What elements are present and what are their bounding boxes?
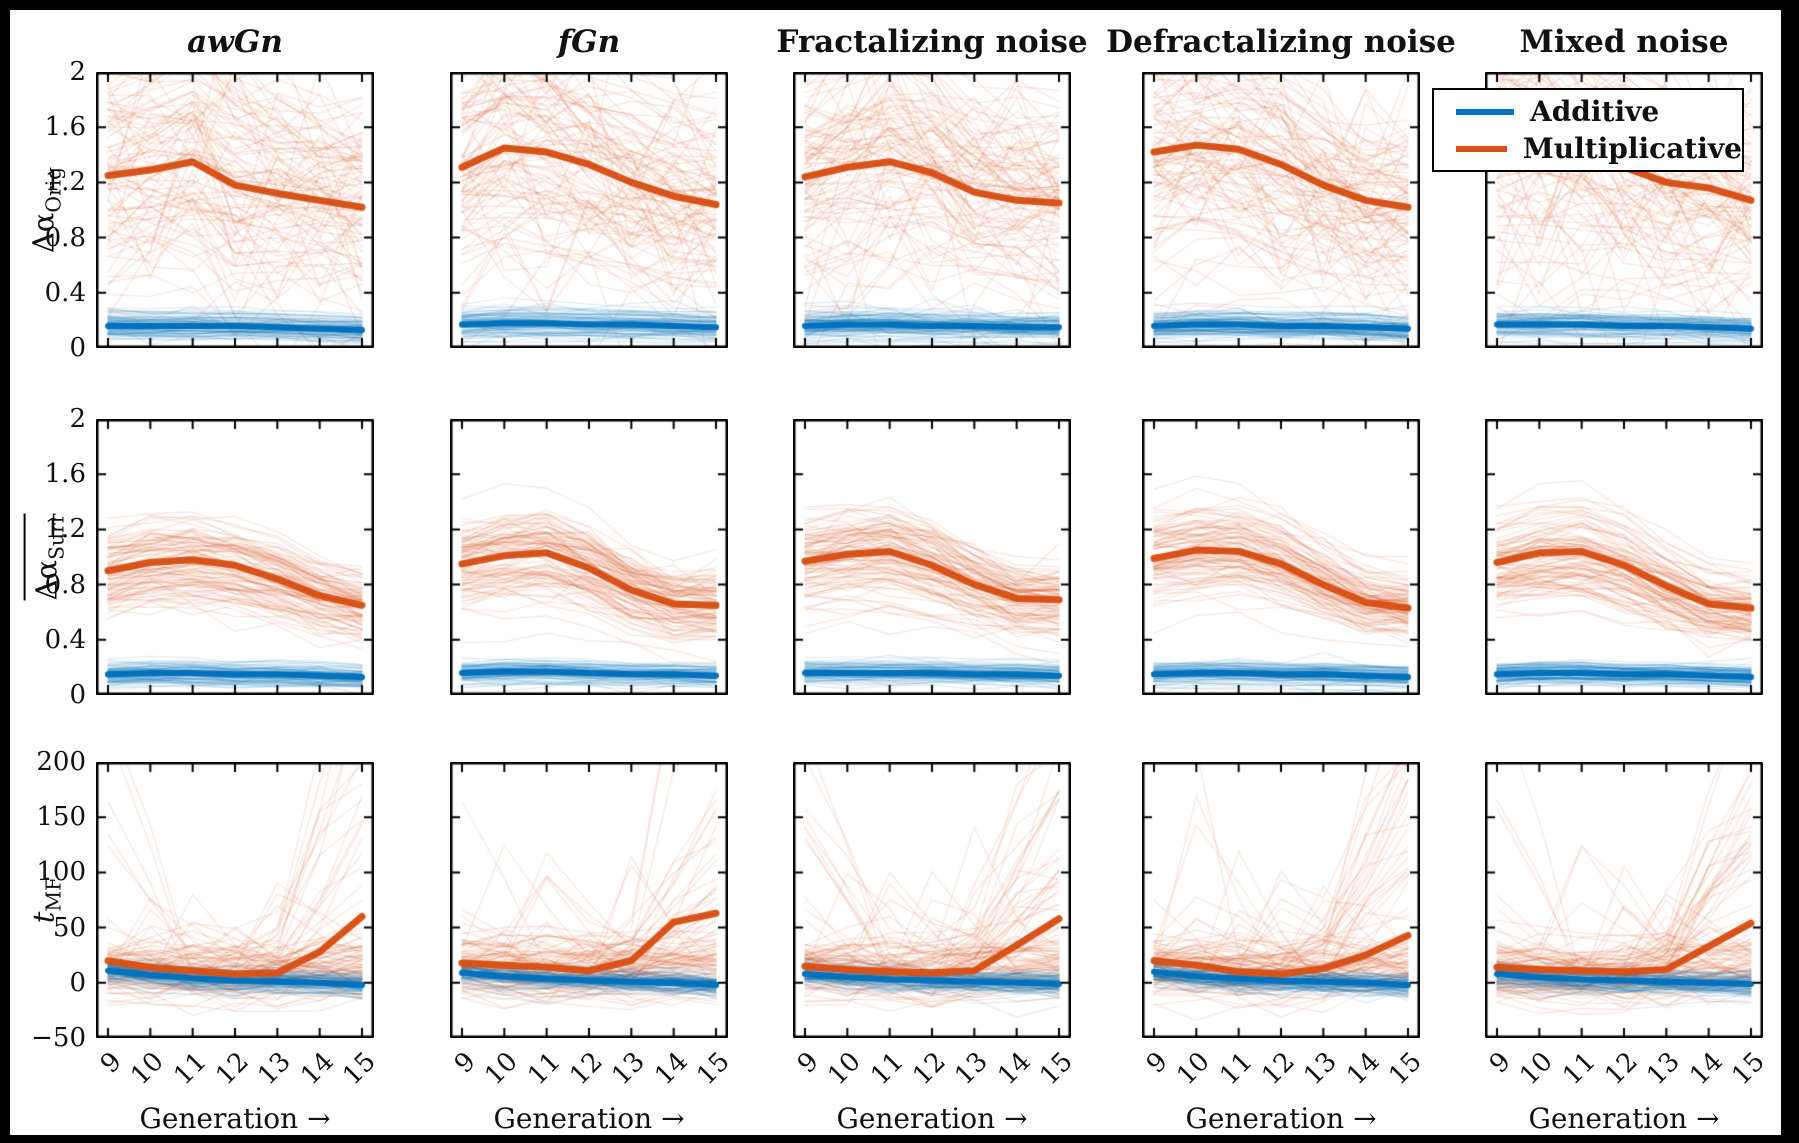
y-tick-label: 0.8 — [44, 222, 86, 253]
y-tick-label: 100 — [36, 857, 86, 888]
legend-entry-multiplicative: Multiplicative — [1456, 131, 1742, 165]
y-tick-label: 200 — [36, 747, 86, 777]
legend-label-multiplicative: Multiplicative — [1522, 131, 1742, 165]
row-ylabel-subscript: Orig — [41, 166, 66, 213]
y-tick-label: 0.4 — [44, 277, 86, 308]
x-axis-label: Generation → — [1185, 1102, 1377, 1135]
row-ylabel-subscript: MF — [41, 876, 66, 912]
plot-canvas-dAlphaSurr-col5 — [1485, 419, 1763, 695]
plot-canvas-dAlphaOrig-col4 — [1142, 72, 1420, 348]
plot-canvas-dAlphaSurr-col3 — [793, 419, 1071, 695]
subplot-tMF-col5 — [1485, 762, 1763, 1038]
plot-canvas-tMF-col4 — [1142, 762, 1420, 1038]
y-tick-label: 0 — [69, 967, 86, 998]
figure-panel: Additive Multiplicative awGn fGn Fractaliz… — [10, 10, 1781, 1135]
subplot-dAlphaOrig-col3 — [793, 72, 1071, 348]
y-tick-label: 1.6 — [44, 112, 86, 143]
subplot-tMF-col1 — [96, 762, 374, 1038]
row-ylabel-subscript: Surr — [44, 513, 69, 560]
column-title-2: fGn — [557, 24, 621, 60]
column-title-5: Mixed noise — [1519, 24, 1729, 60]
y-tick-label: −50 — [31, 1023, 86, 1053]
legend: Additive Multiplicative — [1432, 88, 1744, 172]
legend-entry-additive: Additive — [1456, 94, 1742, 128]
plot-canvas-dAlphaSurr-col2 — [450, 419, 728, 695]
legend-label-additive: Additive — [1530, 94, 1660, 128]
legend-line-multiplicative-swatch — [1456, 145, 1507, 152]
x-axis-label: Generation → — [836, 1102, 1028, 1135]
subplot-dAlphaOrig-col2 — [450, 72, 728, 348]
subplot-dAlphaSurr-col2 — [450, 419, 728, 695]
y-tick-label: 0 — [69, 333, 86, 363]
row-ylabel-dAlphaSurr: ΔαSurr — [23, 513, 69, 601]
row-ylabel-main: Δα — [29, 559, 64, 601]
subplot-dAlphaSurr-col3 — [793, 419, 1071, 695]
plot-canvas-dAlphaOrig-col3 — [793, 72, 1071, 348]
subplot-tMF-col3 — [793, 762, 1071, 1038]
x-axis-label: Generation → — [139, 1102, 331, 1135]
subplot-tMF-col4 — [1142, 762, 1420, 1038]
subplot-tMF-col2 — [450, 762, 728, 1038]
row-ylabel-tMF: tMF — [27, 877, 66, 924]
plot-canvas-tMF-col5 — [1485, 762, 1763, 1038]
x-axis-label: Generation → — [493, 1102, 685, 1135]
plot-canvas-dAlphaSurr-col1 — [96, 419, 374, 695]
plot-canvas-dAlphaOrig-col1 — [96, 72, 374, 348]
column-title-3: Fractalizing noise — [776, 24, 1088, 60]
y-tick-label: 1.2 — [44, 167, 86, 198]
plot-canvas-dAlphaSurr-col4 — [1142, 419, 1420, 695]
x-axis-label: Generation → — [1528, 1102, 1720, 1135]
y-tick-label: 150 — [36, 802, 86, 833]
row-ylabel-main: Δα — [26, 212, 61, 254]
row-ylabel-dAlphaOrig: ΔαOrig — [27, 167, 66, 253]
row-ylabel-main: t — [26, 911, 61, 924]
plot-canvas-tMF-col3 — [793, 762, 1071, 1038]
plot-canvas-tMF-col2 — [450, 762, 728, 1038]
y-tick-label: 1.6 — [44, 459, 86, 490]
plot-canvas-tMF-col1 — [96, 762, 374, 1038]
y-tick-label: 2 — [69, 404, 86, 434]
y-tick-label: 0.4 — [44, 624, 86, 655]
y-tick-label: 0 — [69, 680, 86, 710]
y-tick-label: 1.2 — [44, 514, 86, 545]
y-tick-label: 0.8 — [44, 569, 86, 600]
subplot-dAlphaSurr-col5 — [1485, 419, 1763, 695]
subplot-dAlphaSurr-col1 — [96, 419, 374, 695]
column-title-1: awGn — [187, 24, 283, 60]
y-tick-label: 2 — [69, 57, 86, 87]
y-tick-label: 50 — [52, 912, 86, 943]
subplot-dAlphaOrig-col1 — [96, 72, 374, 348]
plot-canvas-dAlphaOrig-col2 — [450, 72, 728, 348]
legend-line-additive-swatch — [1456, 108, 1514, 115]
subplot-dAlphaOrig-col4 — [1142, 72, 1420, 348]
subplot-dAlphaSurr-col4 — [1142, 419, 1420, 695]
column-title-4: Defractalizing noise — [1106, 24, 1456, 60]
